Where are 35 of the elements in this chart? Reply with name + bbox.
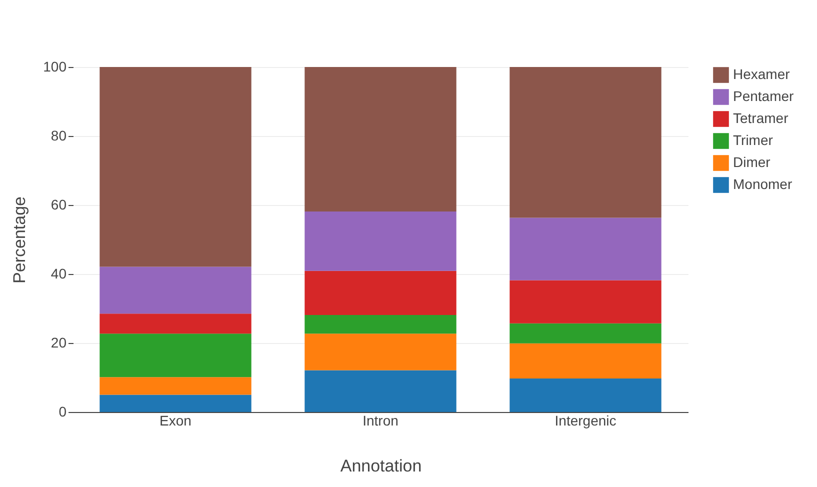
bar bbox=[510, 67, 662, 218]
x-tick-label: Exon bbox=[160, 412, 192, 428]
legend-label: Dimer bbox=[733, 154, 771, 170]
bar bbox=[100, 394, 252, 412]
bar bbox=[304, 315, 456, 334]
bar bbox=[304, 67, 456, 212]
y-tick-label: 60 bbox=[50, 196, 67, 212]
legend-label: Monomer bbox=[733, 176, 792, 192]
bar bbox=[100, 67, 252, 267]
bar bbox=[304, 270, 456, 316]
bar bbox=[100, 334, 252, 378]
x-tick-label: Intron bbox=[362, 412, 398, 428]
legend-label: Tetramer bbox=[733, 110, 789, 126]
y-tick-label: 0 bbox=[58, 404, 67, 420]
bar bbox=[510, 280, 662, 324]
y-axis-title: Percentage bbox=[10, 196, 30, 284]
bar bbox=[100, 377, 252, 395]
bar bbox=[510, 378, 662, 412]
legend-label: Pentamer bbox=[733, 88, 794, 104]
legend-label: Trimer bbox=[733, 132, 774, 148]
bar bbox=[304, 334, 456, 370]
bar bbox=[510, 218, 662, 280]
y-tick-label: 20 bbox=[50, 334, 67, 350]
x-axis-title: Annotation bbox=[340, 456, 422, 476]
legend-label: Hexamer bbox=[733, 66, 790, 82]
bar bbox=[510, 343, 662, 379]
bar bbox=[304, 212, 456, 271]
bar bbox=[100, 266, 252, 314]
bar bbox=[100, 314, 252, 334]
bar bbox=[510, 323, 662, 344]
x-tick-label: Intergenic bbox=[554, 412, 616, 428]
y-tick-label: 40 bbox=[50, 266, 67, 282]
y-tick-label: 100 bbox=[43, 58, 67, 74]
y-tick-label: 80 bbox=[50, 128, 67, 144]
bar bbox=[304, 370, 456, 412]
